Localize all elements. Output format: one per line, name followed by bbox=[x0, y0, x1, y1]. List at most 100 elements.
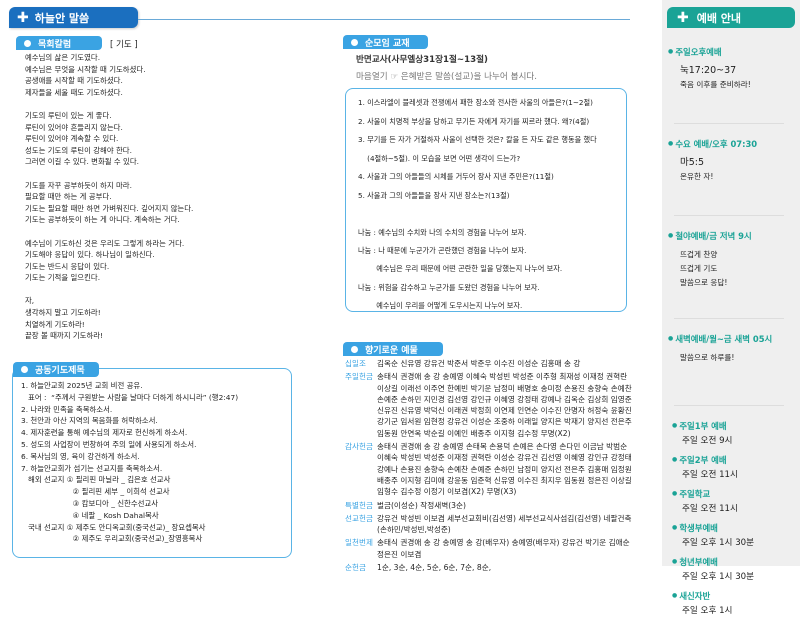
prayer-item: 표어 : “주께서 구원받는 사람을 날마다 더하게 하시니라” (행2:47) bbox=[21, 392, 239, 402]
column-text: 예수님의 삶은 기도였다. 예수님은 무엇을 시작할 때 기도하셨다. 공생애를… bbox=[25, 53, 194, 341]
offering-category: 감사헌금 bbox=[345, 442, 373, 452]
prayer-item: 해외 선교지 ① 필리핀 마닐라 _ 김은호 선교사 bbox=[21, 475, 171, 485]
sharing-item: 나눔 : 나 때문에 누군가가 곤란했던 경험을 나누어 보자. bbox=[358, 245, 527, 255]
schedule-time: 주일 오전 9시 bbox=[682, 436, 733, 446]
service-detail: 눅17:20~37 죽음 이후를 준비하라! bbox=[668, 64, 798, 92]
offering-category: 순헌금 bbox=[345, 563, 366, 573]
schedule-title: 주일학교 bbox=[672, 488, 798, 500]
prayer-item: 6. 목사님의 영, 육이 강건하게 하소서. bbox=[21, 451, 140, 461]
service-title: 철야예배/금 저녁 9시 bbox=[668, 230, 798, 242]
offering-row: 특별헌금 벌금(이성순) 작정새벽(3순) bbox=[345, 500, 635, 511]
offering-row: 일천번제 송태식 권경애 송 강 송예영 송 강(배우자) 송예영(배우자) 강유… bbox=[345, 537, 635, 560]
sidebar-header: ✚ 예배 안내 bbox=[667, 7, 795, 28]
service-line: 온유한 자! bbox=[680, 172, 714, 181]
cell-questions-box: 1. 이스라엘이 블레셋과 전쟁에서 패한 장소와 전사한 사울의 아들은?(1… bbox=[345, 88, 627, 312]
schedule-time: 주일 오후 1시 30분 bbox=[682, 572, 755, 582]
offering-names: 1순, 3순, 4순, 5순, 6순, 7순, 8순, bbox=[377, 563, 492, 573]
service-title: 수요 예배/오후 07:30 bbox=[668, 138, 798, 150]
divider bbox=[674, 215, 784, 216]
offering-row: 십일조 김옥순 신유영 강유건 박준서 박준우 이수진 이성순 김홍매 송 강 bbox=[345, 358, 635, 369]
divider bbox=[674, 405, 784, 406]
offering-names: 김옥순 신유영 강유건 박준서 박준우 이수진 이성순 김홍매 송 강 bbox=[377, 359, 581, 368]
cell-intro: 마음열기 ☞ 은혜받은 말씀(설교)을 나누어 봅시다. bbox=[356, 72, 538, 82]
prayer-item: ③ 캄보디아 _ 신한수선교사 bbox=[21, 498, 159, 508]
prayer-item: ② 필리핀 세부 _ 이희석 선교사 bbox=[21, 487, 170, 497]
prayer-item: 7. 하늘안교회가 섬기는 선교지를 축복하소서. bbox=[21, 463, 163, 473]
schedule-time: 주일 오후 1시 bbox=[682, 606, 733, 616]
sharing-item: 예수님은 우리 때문에 어떤 곤란한 일을 당했는지 나누어 보자. bbox=[358, 264, 563, 274]
service-line: 눅17:20~37 bbox=[680, 65, 737, 76]
plus-icon: ✚ bbox=[17, 9, 29, 26]
question: 3. 무기를 든 자가 거절하자 사울이 선택한 것은? 칼을 든 자도 같은 … bbox=[358, 135, 597, 145]
divider bbox=[674, 123, 784, 124]
prayer-item: 4. 제자훈련을 통해 예수님의 제자로 헌신하게 하소서. bbox=[21, 428, 188, 438]
service-line: 마5:5 bbox=[680, 157, 705, 168]
service-detail: 마5:5 온유한 자! bbox=[668, 156, 798, 184]
question-list: 1. 이스라엘이 블레셋과 전쟁에서 패한 장소와 전사한 사울의 아들은?(1… bbox=[358, 98, 626, 210]
service-line: 죽음 이후를 준비하라! bbox=[680, 80, 751, 89]
service-line: 말씀으로 응답! bbox=[680, 278, 728, 287]
offering-category: 선교헌금 bbox=[345, 513, 373, 523]
offering-category: 특별헌금 bbox=[345, 500, 373, 510]
service-line: 뜨겁게 기도 bbox=[680, 264, 718, 273]
column-subject: [ 기도 ] bbox=[110, 40, 138, 50]
sharing-item: 나눔 : 예수님의 수치와 나의 수치의 경험을 나누어 보자. bbox=[358, 227, 527, 237]
offering-category: 십일조 bbox=[345, 359, 366, 368]
schedule-time: 주일 오전 11시 bbox=[682, 470, 738, 480]
offering-row: 선교헌금 강유건 박성빈 이보겸 세부선교회비(김선영) 세부선교식사섬김(김선영… bbox=[345, 513, 635, 536]
offering-category: 일천번제 bbox=[345, 538, 373, 548]
sharing-item: 예수님이 우리를 어떻게 도우시는지 나누어 보자. bbox=[358, 301, 523, 311]
cell-label: 순모임 교재 bbox=[343, 35, 428, 49]
prayer-item: ④ 네팔 _ Kosh Dahal목사 bbox=[21, 510, 159, 520]
offering-names: 강유건 박성빈 이보겸 세부선교회비(김선영) 세부선교식사섬김(김선영) 네팔… bbox=[377, 513, 632, 535]
schedule-title: 새신자반 bbox=[672, 590, 798, 602]
schedule-time: 주일 오후 1시 30분 bbox=[682, 538, 755, 548]
prayer-label: 공동기도제목 bbox=[13, 362, 99, 377]
column-label: 목회칼럼 bbox=[16, 36, 102, 50]
offering-names: 송태식 권경애 송 강 송예영 손태복 손용덕 손예은 손다영 손다민 이금남 … bbox=[377, 442, 632, 497]
offering-label: 향기로운 예물 bbox=[343, 342, 443, 356]
sharing-list: 나눔 : 예수님의 수치와 나의 수치의 경험을 나누어 보자. 나눔 : 나 때… bbox=[358, 228, 626, 320]
service-group: 수요 예배/오후 07:30 마5:5 온유한 자! bbox=[668, 138, 798, 215]
offering-row: 감사헌금 송태식 권경애 송 강 송예영 손태복 손용덕 손예은 손다영 손다민 … bbox=[345, 441, 635, 497]
prayer-item: 3. 천안과 아산 지역의 복음화를 허락하소서. bbox=[21, 416, 158, 426]
question: 1. 이스라엘이 블레셋과 전쟁에서 패한 장소와 전사한 사울의 아들은?(1… bbox=[358, 98, 593, 107]
prayer-box: 1. 하늘안교회 2025년 교회 비전 공유. 표어 : “주께서 구원받는 … bbox=[12, 368, 292, 558]
offering-row: 주일헌금 송태식 권경애 송 강 송예영 이혜숙 박성빈 박성준 이주형 최재성 … bbox=[345, 371, 635, 439]
offering-names: 송태식 권경애 송 강 송예영 송 강(배우자) 송예영(배우자) 강유건 박기… bbox=[377, 538, 630, 559]
prayer-item: 5. 성도의 사업장이 번창하여 주의 일에 사용되게 하소서. bbox=[21, 439, 197, 449]
service-line: 뜨겁게 찬양 bbox=[680, 250, 718, 259]
prayer-item: ② 제주도 우리교회(중국선교)_장영흥목사 bbox=[21, 534, 203, 544]
service-title: 새벽예배/월~금 새벽 05시 bbox=[668, 333, 798, 345]
prayer-list: 1. 하늘안교회 2025년 교회 비전 공유. 표어 : “주께서 구원받는 … bbox=[13, 369, 291, 545]
question: 5. 사울과 그의 아들들을 장사 지낸 장소는?(13절) bbox=[358, 190, 510, 200]
schedule-title: 학생부예배 bbox=[672, 522, 798, 534]
cell-title: 반면교사(사무엘상31장1절~13절) bbox=[356, 55, 488, 65]
schedule-title: 청년부예배 bbox=[672, 556, 798, 568]
offering-category: 주일헌금 bbox=[345, 372, 373, 382]
prayer-item: 2. 나라와 민족을 축복하소서. bbox=[21, 404, 113, 414]
schedule-time: 주일 오전 11시 bbox=[682, 504, 738, 514]
service-title: 주일오후예배 bbox=[668, 46, 798, 58]
header-title: 하늘안 말씀 bbox=[34, 11, 90, 25]
question: (4절하~5절). 이 모습을 보면 어떤 생각이 드는가? bbox=[358, 153, 521, 163]
section-header: ✚ 하늘안 말씀 bbox=[9, 7, 138, 28]
sharing-item: 나눔 : 위험을 감수하고 누군가를 도왔던 경험을 나누어 보자. bbox=[358, 282, 540, 292]
prayer-item: 국내 선교지 ① 제주도 안디옥교회(중국선교)_ 장요셉목사 bbox=[21, 522, 206, 532]
offering-row: 순헌금 1순, 3순, 4순, 5순, 6순, 7순, 8순, bbox=[345, 562, 635, 573]
service-line: 말씀으로 하루를! bbox=[680, 353, 735, 362]
divider bbox=[138, 19, 630, 20]
question: 4. 사울과 그의 아들들의 시체를 거두어 장사 지낸 주민은?(11절) bbox=[358, 172, 554, 182]
schedule-title: 주일1부 예배 bbox=[672, 420, 798, 432]
